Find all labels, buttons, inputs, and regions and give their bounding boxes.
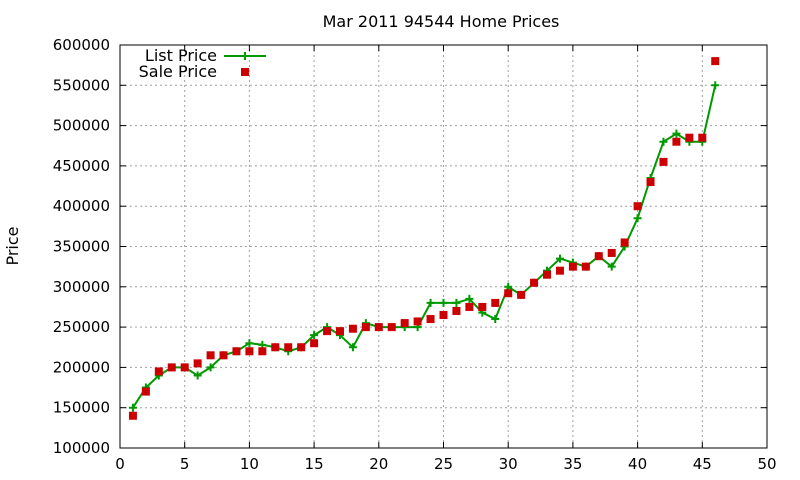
sale-price-point: [310, 339, 319, 348]
sale-price-point: [607, 248, 616, 257]
sale-price-point: [478, 302, 487, 311]
y-tick-label: 100000: [53, 439, 110, 457]
x-tick-label: 15: [305, 455, 324, 473]
list-price-point: [206, 363, 215, 372]
sale-price-point: [465, 302, 474, 311]
x-tick-label: 45: [693, 455, 712, 473]
sale-price-point: [128, 411, 137, 420]
x-tick-label: 0: [115, 455, 125, 473]
legend-marker-list-price: [241, 52, 249, 60]
sale-price-point: [439, 311, 448, 320]
sale-price-point: [284, 343, 293, 352]
sale-price-point: [258, 347, 267, 356]
y-tick-label: 400000: [53, 197, 110, 215]
sale-price-point: [491, 298, 500, 307]
x-tick-label: 50: [757, 455, 776, 473]
list-price-point: [348, 343, 357, 352]
sale-price-point: [400, 319, 409, 328]
legend-label-list-price: List Price: [145, 46, 217, 65]
sale-price-point: [335, 327, 344, 336]
sale-price-point: [387, 323, 396, 332]
y-tick-label: 300000: [53, 278, 110, 296]
sale-price-point: [685, 133, 694, 142]
sale-price-point: [361, 323, 370, 332]
list-price-point: [607, 262, 616, 271]
legend-label-sale-price: Sale Price: [139, 62, 217, 81]
sale-price-point: [659, 157, 668, 166]
sale-price-point: [633, 202, 642, 211]
sale-price-point: [646, 178, 655, 187]
sale-price-point: [271, 343, 280, 352]
sale-price-point: [141, 387, 150, 396]
sale-price-point: [594, 252, 603, 261]
list-price-point: [128, 403, 137, 412]
list-price-point: [439, 298, 448, 307]
y-tick-label: 200000: [53, 358, 110, 376]
sale-price-point: [620, 238, 629, 247]
sale-price-point: [568, 262, 577, 271]
x-tick-label: 10: [240, 455, 259, 473]
legend: List Price Sale Price: [139, 46, 266, 81]
y-tick-label: 450000: [53, 157, 110, 175]
y-tick-label: 150000: [53, 399, 110, 417]
list-price-line: [132, 85, 717, 409]
list-price-point: [672, 129, 681, 138]
sale-price-point: [219, 351, 228, 360]
sale-price-point: [297, 343, 306, 352]
axis-ticks: 0 5 10 15 20 25 30 35 40 45 50 100000 150000 200000 25…: [53, 36, 777, 473]
sale-price-point: [348, 324, 357, 333]
x-tick-label: 5: [180, 455, 190, 473]
y-tick-label: 500000: [53, 117, 110, 135]
sale-price-point: [374, 323, 383, 332]
sale-price-point: [193, 359, 202, 368]
y-tick-label: 250000: [53, 318, 110, 336]
sale-price-point: [452, 306, 461, 315]
sale-price-point: [543, 270, 552, 279]
list-price-point: [491, 315, 500, 324]
sale-price-point: [413, 317, 422, 326]
grid: [120, 45, 767, 448]
list-price-point: [659, 137, 668, 146]
list-price-point: [465, 294, 474, 303]
sale-price-point: [530, 278, 539, 287]
y-tick-label: 600000: [53, 36, 110, 54]
sale-price-point: [154, 367, 163, 376]
sale-price-point: [555, 266, 564, 275]
list-price-point: [633, 214, 642, 223]
sale-price-point: [245, 347, 254, 356]
y-axis-label: Price: [3, 226, 22, 265]
list-price-point: [193, 371, 202, 380]
x-tick-label: 35: [563, 455, 582, 473]
sale-price-point: [206, 351, 215, 360]
chart-title: Mar 2011 94544 Home Prices: [323, 12, 560, 31]
sale-price-point: [711, 57, 720, 66]
x-tick-label: 30: [499, 455, 518, 473]
x-tick-label: 25: [434, 455, 453, 473]
list-price-point: [555, 254, 564, 263]
sale-price-point: [167, 363, 176, 372]
sale-price-point: [180, 363, 189, 372]
sale-price-point: [426, 315, 435, 324]
sale-price-point: [698, 133, 707, 142]
sale-price-point: [504, 289, 513, 298]
plot-series: [128, 57, 720, 420]
sale-price-point: [323, 327, 332, 336]
x-tick-label: 40: [628, 455, 647, 473]
sale-price-point: [517, 290, 526, 299]
legend-swatch-sale-price: [241, 68, 249, 76]
list-price-point: [452, 298, 461, 307]
y-tick-label: 350000: [53, 238, 110, 256]
sale-price-point: [232, 347, 241, 356]
sale-price-point: [672, 137, 681, 146]
list-price-point: [310, 331, 319, 340]
list-price-point: [711, 81, 720, 90]
x-tick-label: 20: [369, 455, 388, 473]
y-tick-label: 550000: [53, 76, 110, 94]
sale-price-point: [581, 262, 590, 271]
list-price-point: [426, 298, 435, 307]
list-price-point: [245, 339, 254, 348]
